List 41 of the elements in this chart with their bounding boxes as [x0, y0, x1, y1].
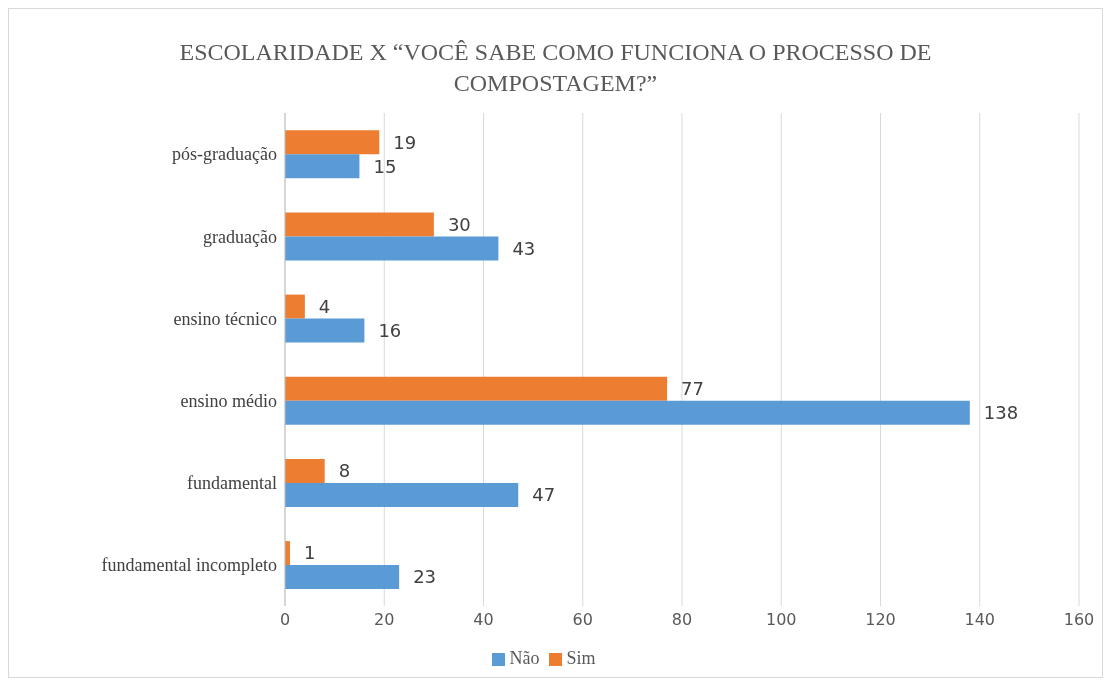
bar [285, 400, 970, 425]
data-label: 47 [532, 484, 556, 506]
x-tick-label: 120 [865, 610, 896, 630]
y-tick-label: ensino médio [180, 390, 277, 411]
x-tick-label: 160 [1063, 610, 1095, 630]
data-label: 8 [338, 460, 351, 482]
bar [285, 154, 360, 179]
x-tick-label: 0 [279, 610, 291, 630]
data-label: 15 [373, 155, 397, 177]
x-tick-label: 40 [473, 610, 494, 630]
bar [285, 482, 519, 507]
bar [285, 236, 499, 261]
bar [285, 318, 365, 343]
y-tick-label: ensino técnico [173, 308, 277, 329]
x-tick-label: 140 [964, 610, 996, 630]
data-label: 138 [983, 402, 1019, 424]
data-label: 1 [303, 542, 316, 564]
y-tick-label: fundamental incompleto [101, 555, 277, 576]
x-tick-label: 80 [671, 610, 693, 630]
data-label: 23 [413, 566, 437, 588]
data-label: 77 [681, 378, 705, 400]
legend-label: Sim [566, 648, 596, 668]
bar [285, 294, 305, 319]
data-label: 30 [447, 213, 471, 235]
y-tick-label: fundamental [187, 473, 277, 494]
chart-title: ESCOLARIDADE X “VOCÊ SABE COMO FUNCIONA O PROCESSO DE COMPOSTAGEM?” [178, 38, 933, 98]
y-tick-label: pós-graduação [172, 144, 277, 165]
legend-label: Não [509, 648, 540, 668]
y-tick-label: graduação [203, 226, 277, 247]
data-label: 16 [378, 319, 402, 341]
bar [285, 376, 668, 401]
bar [285, 565, 400, 590]
data-label: 4 [318, 295, 331, 317]
data-label: 43 [512, 237, 536, 259]
bar [285, 130, 380, 155]
x-tick-label: 20 [374, 610, 395, 630]
bar [285, 212, 434, 237]
data-label: 19 [393, 131, 417, 153]
x-tick-label: 100 [765, 610, 797, 630]
bar [285, 458, 325, 483]
x-tick-label: 60 [572, 610, 593, 630]
